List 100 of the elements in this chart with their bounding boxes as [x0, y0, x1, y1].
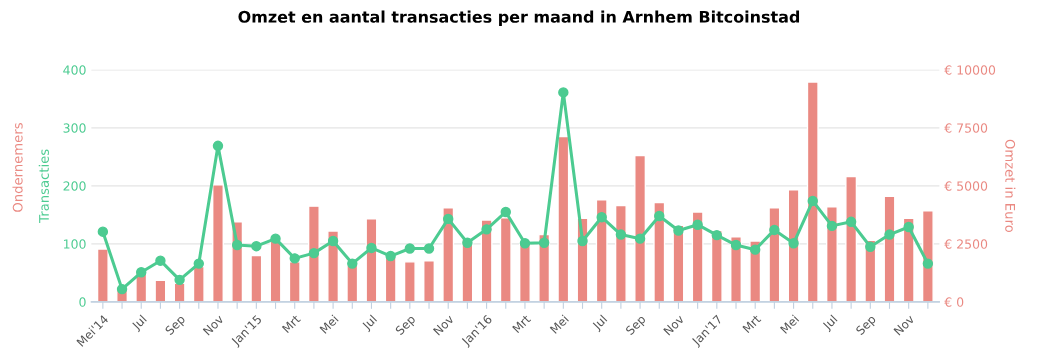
chart-title: Omzet en aantal transacties per maand in Arnhem Bitcoinstad [238, 10, 800, 26]
y2-tick-label: € 2500 [944, 239, 988, 249]
point [577, 235, 588, 247]
x-tick-label: Sep [855, 314, 878, 337]
point [538, 237, 550, 248]
y2-tick-label: € 7500 [944, 123, 988, 133]
y2-axis-title: Omzet in Euro [1005, 139, 1016, 233]
x-tick-label: Mei [319, 314, 339, 334]
bar [691, 211, 704, 302]
point [730, 239, 742, 251]
bar [346, 264, 359, 302]
bar [384, 255, 397, 302]
x-tick-label: Mrt [742, 314, 762, 334]
point [97, 226, 109, 237]
x-tick-label: Mrt [512, 314, 532, 334]
x-tick-label: Jul [130, 314, 149, 333]
point [596, 211, 607, 223]
x-tick-label: Nov [663, 314, 685, 336]
y-axis-title: Transacties [38, 149, 49, 223]
bar [845, 175, 858, 302]
y-tick-label: 200 [63, 181, 86, 191]
bar [212, 183, 224, 302]
y-tick-label: 300 [63, 123, 86, 133]
point [884, 229, 895, 240]
x-tick-label: Nov [893, 314, 915, 336]
bar [557, 135, 570, 302]
x-tick-label: Mei [549, 314, 570, 334]
point [673, 225, 684, 236]
bar [154, 279, 167, 302]
bar [595, 199, 608, 302]
y2-tick-label: € 5000 [944, 181, 988, 191]
y2-tick-label: € 10000 [944, 65, 996, 75]
point [136, 267, 147, 278]
x-tick-label: Mei [779, 314, 800, 334]
bar [499, 217, 512, 302]
bar [96, 248, 109, 302]
bar [634, 154, 647, 302]
point [692, 219, 703, 230]
point [116, 283, 128, 295]
point [826, 220, 838, 232]
point [347, 258, 358, 269]
y2-tick-label: € 0 [944, 297, 964, 307]
point [308, 247, 320, 259]
y-tick-label: 400 [63, 65, 86, 75]
point [193, 258, 204, 269]
point [654, 210, 665, 222]
x-tick-label: Jul [821, 314, 840, 333]
text: Ondernemers [12, 123, 23, 212]
y-tick-label: 100 [64, 239, 86, 249]
point [922, 258, 934, 269]
point [423, 243, 435, 254]
bar [250, 254, 263, 302]
point [500, 206, 511, 218]
point [385, 250, 396, 262]
point [212, 140, 224, 152]
bar [518, 242, 531, 302]
bar [192, 265, 205, 302]
bar [365, 218, 378, 302]
point [327, 235, 339, 247]
point [865, 241, 876, 252]
point [251, 240, 262, 252]
bar [768, 207, 781, 302]
point [481, 224, 492, 235]
point [788, 238, 799, 249]
point [270, 233, 281, 244]
bar [288, 261, 301, 302]
x-tick-label: Sep [164, 314, 188, 337]
point [366, 242, 377, 254]
point [289, 253, 300, 264]
point [807, 195, 818, 207]
bar [269, 240, 282, 302]
point [749, 244, 761, 255]
point [155, 255, 166, 266]
x-tick-label: Mrt [281, 314, 301, 334]
bar [825, 206, 838, 302]
point [634, 233, 646, 244]
point [462, 237, 473, 248]
point [519, 238, 531, 249]
point [404, 243, 416, 254]
bar [423, 259, 435, 302]
x-tick-label: Sep [394, 314, 418, 337]
x-tick-label: Sep [625, 314, 648, 337]
point [231, 239, 243, 251]
bar [653, 201, 666, 302]
bar [787, 189, 800, 302]
point [769, 224, 780, 236]
point [711, 229, 723, 241]
point [174, 274, 185, 286]
point [443, 213, 454, 225]
y-tick-label: 0 [79, 297, 86, 307]
point [845, 216, 857, 228]
x-tick-label: Nov [433, 314, 455, 336]
x-tick-label: Jul [360, 314, 379, 333]
point [558, 87, 569, 98]
bar [614, 204, 627, 302]
point [903, 221, 914, 233]
bar [806, 81, 819, 302]
x-tick-label: Nov [202, 314, 225, 336]
bar [403, 261, 416, 302]
x-tick-label: Jul [591, 314, 609, 333]
